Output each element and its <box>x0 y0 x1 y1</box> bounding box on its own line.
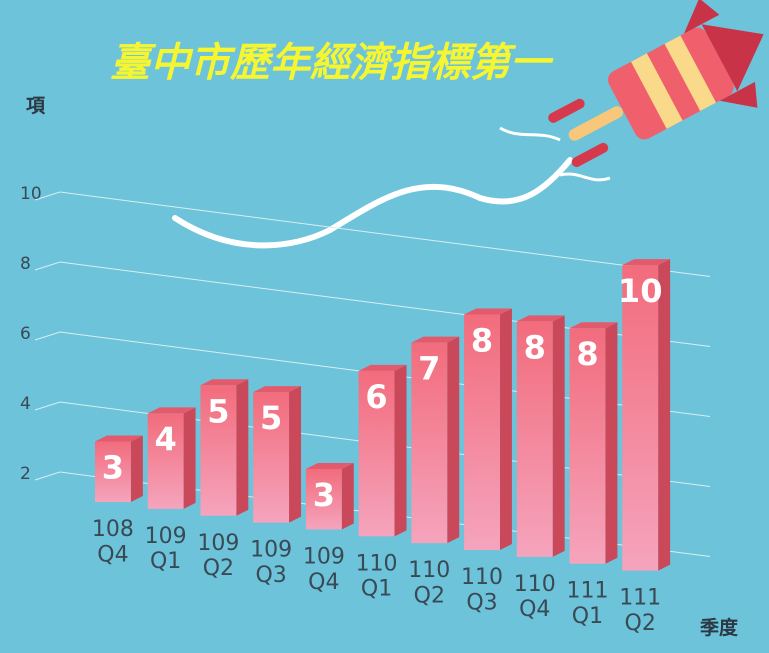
bar <box>95 435 143 503</box>
bar-face <box>200 379 249 386</box>
y-tick-label: 6 <box>20 324 31 344</box>
grid-line <box>34 261 61 271</box>
bar-face <box>305 468 342 530</box>
bar-face <box>516 321 553 557</box>
x-tick-label: 110 Q1 <box>356 551 398 601</box>
bar-face <box>305 462 354 469</box>
bar-face <box>200 385 237 516</box>
y-tick-label: 8 <box>20 254 31 274</box>
x-tick-label: 110 Q4 <box>514 572 556 622</box>
bar-face <box>358 364 407 371</box>
value-label: 4 <box>155 420 177 458</box>
bar-face <box>569 328 606 564</box>
value-label: 5 <box>260 399 282 437</box>
grid-line <box>34 191 61 201</box>
bar-face <box>358 370 395 537</box>
bar <box>411 336 460 544</box>
rocket <box>548 0 764 167</box>
bar <box>200 379 249 516</box>
bar-face <box>605 322 618 564</box>
bar-face <box>622 259 671 266</box>
y-tick-label: 10 <box>20 184 42 204</box>
chart-title: 臺中市歷年經濟指標第一 <box>110 40 554 86</box>
bar-face <box>147 407 196 414</box>
x-axis-label: 季度 <box>700 616 739 639</box>
bar-face <box>183 407 196 509</box>
value-label: 7 <box>418 350 440 388</box>
x-tick-label: 109 Q4 <box>303 544 345 594</box>
value-label: 10 <box>618 272 663 310</box>
swoosh <box>172 157 573 249</box>
bar-face <box>447 336 460 544</box>
bar-face <box>658 259 671 571</box>
y-tick-label: 2 <box>20 464 31 484</box>
value-label: 3 <box>102 449 124 487</box>
bar-face <box>411 336 460 343</box>
swoosh <box>499 126 561 142</box>
bar-face <box>569 322 618 329</box>
swoosh <box>559 172 611 182</box>
bar-face <box>341 462 354 530</box>
bar-face <box>464 314 500 551</box>
value-label: 6 <box>365 378 387 416</box>
x-tick-label: 109 Q1 <box>145 524 187 574</box>
bar-face <box>95 435 143 442</box>
bar <box>147 407 196 509</box>
bar-face <box>516 315 565 322</box>
bar-face <box>394 364 407 537</box>
x-tick-label: 110 Q2 <box>408 558 450 608</box>
bar-face <box>130 435 143 503</box>
bar-face <box>147 413 184 509</box>
bar-face <box>253 392 290 523</box>
grid-line <box>34 331 61 341</box>
x-tick-label: 111 Q2 <box>619 586 661 636</box>
value-label: 8 <box>576 335 598 373</box>
x-tick-label: 111 Q1 <box>566 579 608 629</box>
bar-face <box>622 265 659 571</box>
bar <box>516 315 565 557</box>
y-axis-label: 項 <box>26 95 46 117</box>
grid-line <box>34 401 61 411</box>
bar-face <box>253 386 302 393</box>
bar <box>464 308 512 551</box>
value-label: 3 <box>313 476 335 514</box>
bar <box>569 322 618 564</box>
bar-face <box>411 342 448 544</box>
grid-line <box>34 471 61 481</box>
value-label: 8 <box>524 328 546 366</box>
bar-face <box>95 441 131 503</box>
bar <box>305 462 354 530</box>
y-tick-label: 4 <box>20 394 31 414</box>
bar-face <box>289 386 302 523</box>
bar <box>358 364 407 537</box>
grid-line <box>59 191 711 277</box>
value-label: 8 <box>471 322 493 360</box>
value-label: 5 <box>207 392 229 430</box>
bar <box>253 386 302 523</box>
x-tick-label: 108 Q4 <box>92 517 134 567</box>
bar-face <box>499 308 512 551</box>
x-tick-label: 109 Q2 <box>197 531 239 581</box>
x-tick-label: 109 Q3 <box>250 538 292 588</box>
x-tick-label: 110 Q3 <box>461 565 503 615</box>
bar <box>622 259 671 571</box>
bar-face <box>552 315 565 557</box>
bar-face <box>236 379 249 516</box>
bar-face <box>464 308 512 315</box>
